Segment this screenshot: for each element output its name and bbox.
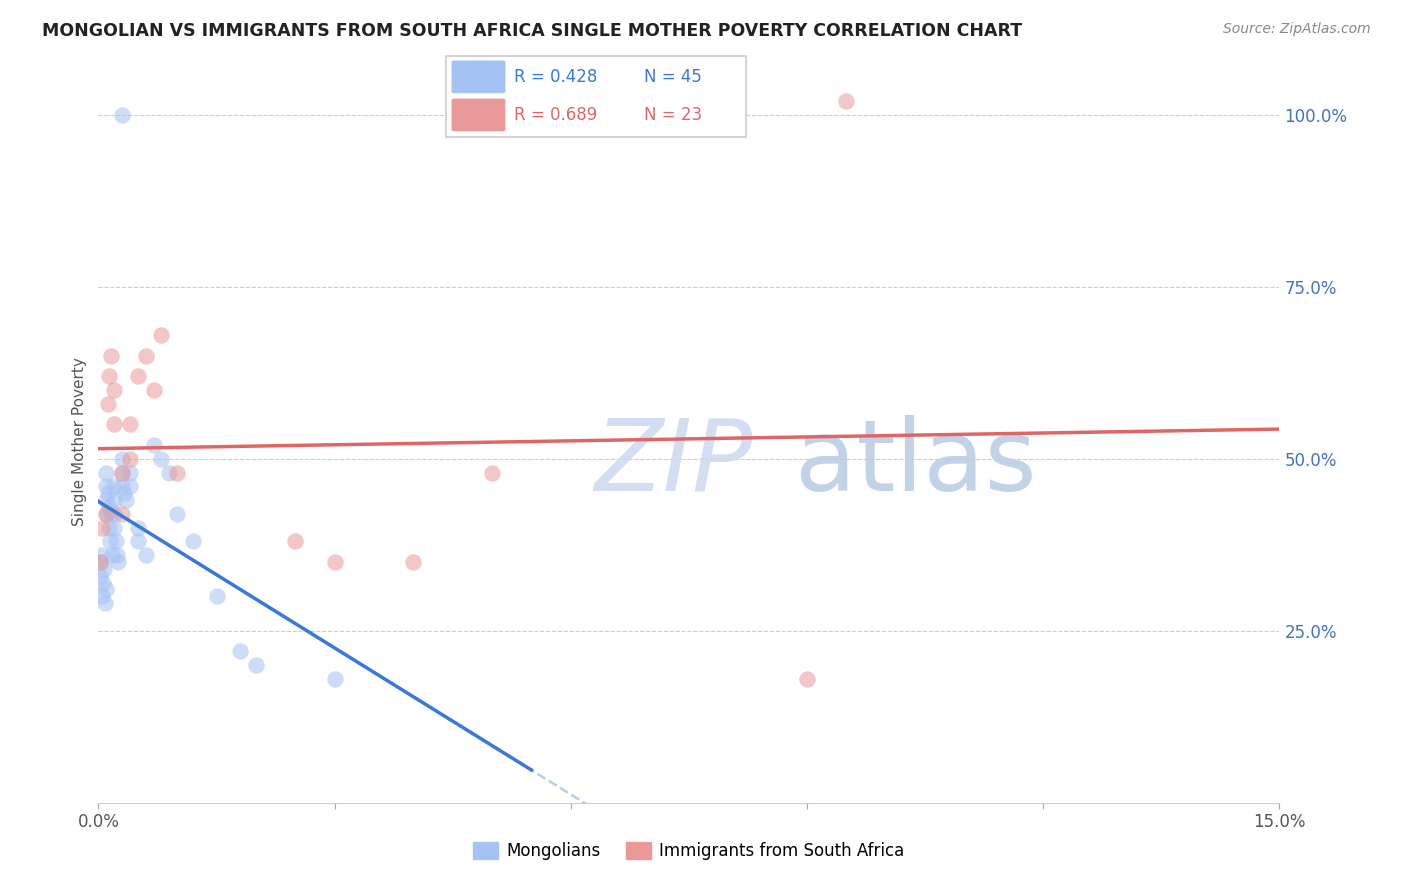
Point [96,479,118,493]
Point [91,548,114,562]
Point [91,575,114,590]
Point [98,520,121,534]
Point [323,672,346,686]
Point [96,493,118,508]
Point [229,644,252,658]
Text: R = 0.428: R = 0.428 [515,69,598,87]
Point [111,451,134,466]
Point [111,479,134,493]
Point [98,369,121,384]
Text: R = 0.689: R = 0.689 [515,106,598,124]
Point [107,555,129,569]
Point [284,534,307,549]
Point [118,466,141,480]
Point [111,466,134,480]
Point [103,383,125,397]
Point [127,534,149,549]
Point [105,548,128,562]
Point [100,507,122,521]
Point [150,451,173,466]
Point [245,658,267,673]
Point [127,369,149,384]
Point [93,562,115,576]
Point [89,555,111,569]
Point [481,466,503,480]
Point [103,479,125,493]
Text: N = 45: N = 45 [644,69,702,87]
Point [118,479,141,493]
Text: N = 23: N = 23 [644,106,702,124]
Point [101,548,124,562]
Point [111,466,134,480]
Point [157,466,180,480]
Point [112,486,135,500]
Text: Source: ZipAtlas.com: Source: ZipAtlas.com [1223,22,1371,37]
Point [97,500,120,514]
Point [205,590,228,604]
Point [96,507,118,521]
Text: ZIP: ZIP [595,415,752,512]
Point [181,534,204,549]
Point [93,596,115,610]
Point [111,108,134,122]
Point [94,582,117,597]
Point [111,507,134,521]
Point [166,507,188,521]
Point [118,451,141,466]
FancyBboxPatch shape [453,99,505,130]
Point [142,383,165,397]
Point [103,417,125,432]
Point [323,555,346,569]
Text: MONGOLIAN VS IMMIGRANTS FROM SOUTH AFRICA SINGLE MOTHER POVERTY CORRELATION CHAR: MONGOLIAN VS IMMIGRANTS FROM SOUTH AFRIC… [42,22,1022,40]
Point [90,555,112,569]
Point [97,486,120,500]
Point [135,349,157,363]
Point [118,417,141,432]
Point [96,466,118,480]
Point [90,590,112,604]
Point [115,493,138,508]
Legend: Mongolians, Immigrants from South Africa: Mongolians, Immigrants from South Africa [467,835,911,867]
Y-axis label: Single Mother Poverty: Single Mother Poverty [72,357,87,526]
Point [127,520,149,534]
Text: atlas: atlas [796,415,1036,512]
FancyBboxPatch shape [446,56,747,136]
Point [104,534,127,549]
Point [166,466,188,480]
FancyBboxPatch shape [453,62,505,93]
Point [89,568,111,582]
Point [96,507,118,521]
Point [100,349,122,363]
Point [98,534,121,549]
Point [835,94,858,108]
Point [103,520,125,534]
Point [103,493,125,508]
Point [796,672,818,686]
Point [135,548,157,562]
Point [97,397,120,411]
Point [142,438,165,452]
Point [402,555,425,569]
Point [150,327,173,342]
Point [103,507,125,521]
Point [91,520,114,534]
